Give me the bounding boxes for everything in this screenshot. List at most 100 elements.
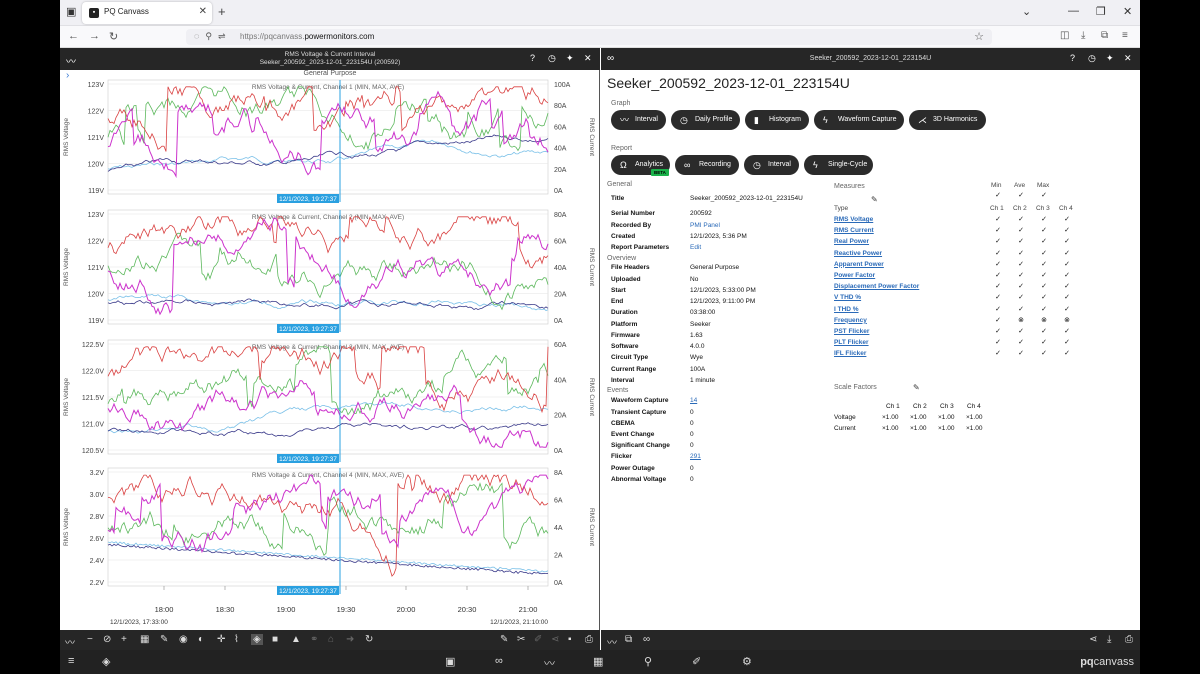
measure-checkbox[interactable]: ✓ xyxy=(1064,260,1070,268)
measure-link[interactable]: RMS Current xyxy=(834,227,874,235)
hide-icon[interactable]: ◈ xyxy=(251,634,263,645)
measure-checkbox[interactable]: ✓ xyxy=(1041,339,1047,347)
print-icon[interactable]: ⎙ xyxy=(1125,634,1133,645)
measure-link[interactable]: Reactive Power xyxy=(834,249,883,257)
calendar-icon[interactable]: ▦ xyxy=(593,656,604,668)
reload-icon[interactable]: ↻ xyxy=(109,31,119,43)
measure-link[interactable]: Apparent Power xyxy=(834,260,884,268)
measure-checkbox[interactable]: ✓ xyxy=(1041,249,1047,257)
measure-checkbox[interactable]: ✓ xyxy=(1018,294,1024,302)
measure-checkbox[interactable]: ✓ xyxy=(1064,272,1070,279)
measure-checkbox[interactable]: ✓ xyxy=(1064,238,1070,246)
measure-link[interactable]: PLT Flicker xyxy=(834,339,869,347)
measure-checkbox[interactable]: ✓ xyxy=(1041,294,1047,302)
charts-icon[interactable]: 〰 xyxy=(544,658,555,670)
settings-gear-icon[interactable]: ⚙ xyxy=(742,656,752,668)
measure-checkbox[interactable]: ✓ xyxy=(995,328,1001,335)
eye-icon[interactable]: ◉ xyxy=(179,634,188,645)
general-value[interactable]: Edit xyxy=(690,244,702,251)
back-icon[interactable]: ← xyxy=(68,30,79,42)
measure-checkbox[interactable]: ✓ xyxy=(1018,305,1024,313)
graph-3d-harmonics-button[interactable]: ⋌ 3D Harmonics xyxy=(909,110,986,130)
measure-checkbox[interactable]: ✓ xyxy=(1041,238,1047,246)
print-icon[interactable]: ⎙ xyxy=(585,634,593,645)
forward-icon[interactable]: → xyxy=(89,30,100,42)
history-icon[interactable]: ◷ xyxy=(548,53,556,63)
url-bar[interactable]: ◌⚲⇌ https://pqcanvass.powermonitors.com … xyxy=(186,29,992,45)
chart-icon[interactable]: 〰 xyxy=(607,638,617,649)
help-icon[interactable]: ? xyxy=(1070,53,1076,63)
measure-checkbox[interactable]: ✓ xyxy=(1041,283,1047,291)
measure-link[interactable]: Power Factor xyxy=(834,272,876,279)
grid-icon[interactable]: ▦ xyxy=(140,634,150,645)
new-tab-button[interactable]: + xyxy=(218,4,226,19)
general-value[interactable]: PMI Panel xyxy=(690,222,720,229)
measure-checkbox[interactable]: ✓ xyxy=(995,238,1001,246)
measure-checkbox[interactable]: ✓ xyxy=(1064,305,1070,313)
measure-checkbox[interactable]: ✓ xyxy=(995,272,1001,279)
measure-checkbox[interactable]: ✓ xyxy=(995,283,1001,291)
measure-checkbox[interactable]: ✓ xyxy=(1064,249,1070,257)
measure-checkbox[interactable]: ✓ xyxy=(1064,350,1070,358)
export-icon[interactable]: ⤓ xyxy=(1107,634,1112,645)
marker-icon[interactable]: ✐ xyxy=(534,634,543,645)
measure-checkbox[interactable]: ✓ xyxy=(1064,328,1070,335)
home-icon[interactable]: ⌂ xyxy=(328,634,335,645)
close-panel-icon[interactable]: ✕ xyxy=(584,53,592,63)
measure-link[interactable]: Displacement Power Factor xyxy=(834,283,920,291)
channel-chart[interactable]: 3.2V 3.0V 2.8V 2.6V 2.4V 2.2V 8A 6A 4A 2A 0A RMS Vo… xyxy=(63,467,595,595)
measure-checkbox[interactable]: ✓ xyxy=(1041,328,1047,335)
layers-icon[interactable]: ◈ xyxy=(102,656,111,668)
measure-link[interactable]: RMS Voltage xyxy=(834,216,874,223)
events-value[interactable]: 14 xyxy=(690,397,698,404)
charts-area[interactable]: 123V 122V 121V 120V 119V 100A 80A 60A 40A 20A 0A RM… xyxy=(60,48,600,630)
expand-chevron-icon[interactable]: › xyxy=(66,70,70,81)
measure-checkbox[interactable]: ✓ xyxy=(1041,227,1047,235)
site-info-icon[interactable]: ◌⚲⇌ xyxy=(194,31,232,41)
tab-overview-icon[interactable]: ▣ xyxy=(66,6,77,18)
extensions-icon[interactable]: ⧉ xyxy=(1101,30,1109,41)
channel-chart[interactable]: 123V 122V 121V 120V 119V 80A 60A 40A 20A 0A RMS Vo… xyxy=(63,209,595,333)
measure-checkbox[interactable]: ✓ xyxy=(1018,238,1024,246)
report-single-cycle-button[interactable]: ϟ Single-Cycle xyxy=(804,155,873,175)
aggregate-checkbox[interactable]: ✓ xyxy=(1018,192,1024,199)
help-icon[interactable]: ? xyxy=(530,53,536,63)
recordings-icon[interactable]: ∞ xyxy=(495,655,503,667)
measure-link[interactable]: I THD % xyxy=(834,305,859,313)
menu-icon[interactable]: ≡ xyxy=(1122,30,1128,41)
measure-checkbox[interactable]: ✓ xyxy=(1018,260,1024,268)
minimize-button[interactable]: — xyxy=(1068,5,1079,17)
pin-icon[interactable]: ✦ xyxy=(1106,53,1114,63)
measure-checkbox[interactable]: ✓ xyxy=(1041,305,1047,313)
report-interval-button[interactable]: ◷ Interval xyxy=(744,155,799,175)
edit-icon[interactable]: ✎ xyxy=(500,634,509,645)
line-chart-icon[interactable]: ⌇ xyxy=(234,634,239,645)
measure-checkbox[interactable]: ✓ xyxy=(1018,350,1024,358)
measure-checkbox[interactable]: ✓ xyxy=(1018,272,1024,279)
chart-menu-icon[interactable]: 〰 xyxy=(65,638,75,649)
measure-checkbox[interactable]: ✓ xyxy=(995,260,1001,268)
measure-checkbox[interactable]: ✓ xyxy=(995,305,1001,313)
disabled-cross-icon[interactable]: ⊗ xyxy=(1041,316,1047,324)
arrow-icon[interactable]: ➜ xyxy=(346,634,355,645)
measure-checkbox[interactable]: ✓ xyxy=(1018,339,1024,347)
report-recording-button[interactable]: ∞ Recording xyxy=(675,155,739,175)
table-icon[interactable]: ⧉ xyxy=(625,634,633,645)
graph-daily-profile-button[interactable]: ◷ Daily Profile xyxy=(671,110,740,130)
measure-checkbox[interactable]: ✓ xyxy=(995,249,1001,257)
close-window-button[interactable]: ✕ xyxy=(1123,6,1133,18)
measure-link[interactable]: Real Power xyxy=(834,238,870,246)
measure-link[interactable]: Frequency xyxy=(834,316,867,324)
graph-waveform-capture-button[interactable]: ϟ Waveform Capture xyxy=(814,110,904,130)
zoom-reset-icon[interactable]: ⊘ xyxy=(103,634,112,645)
measure-checkbox[interactable]: ✓ xyxy=(1018,216,1024,223)
pocket-icon[interactable]: ◫ xyxy=(1060,30,1070,41)
edit-scale-icon[interactable]: ✎ xyxy=(913,383,920,392)
measure-checkbox[interactable]: ✓ xyxy=(1064,294,1070,302)
measure-checkbox[interactable]: ✓ xyxy=(1018,249,1024,257)
measure-checkbox[interactable]: ✓ xyxy=(1041,260,1047,268)
measure-checkbox[interactable]: ✓ xyxy=(1018,283,1024,291)
view-icon[interactable]: ◐ xyxy=(198,634,205,645)
events-value[interactable]: 291 xyxy=(690,453,701,460)
fill-icon[interactable]: ■ xyxy=(272,634,279,645)
